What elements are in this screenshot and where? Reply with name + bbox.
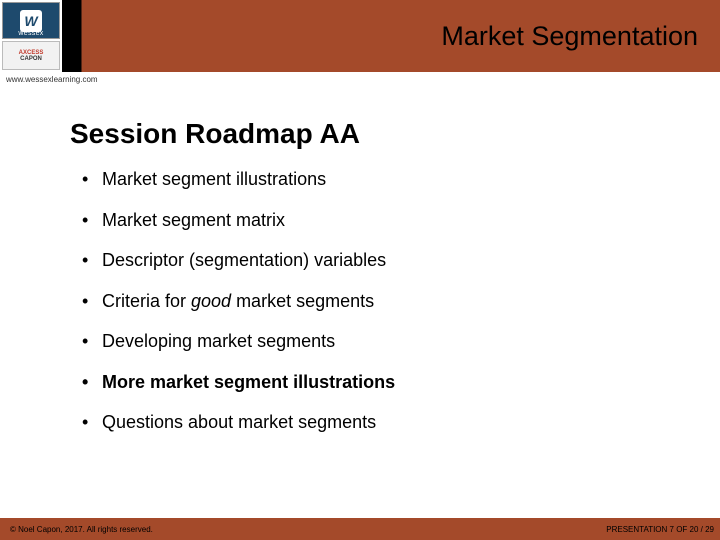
list-item: Questions about market segments	[102, 411, 650, 434]
list-item-italic: good	[191, 291, 231, 311]
wessex-logo-icon: W	[20, 10, 42, 32]
title-bar: Market Segmentation	[62, 0, 720, 72]
wessex-logo: W wessex	[2, 2, 60, 39]
copyright-text: © Noel Capon, 2017. All rights reserved.	[10, 525, 153, 534]
capon-text: CAPON	[20, 56, 42, 62]
slide: W wessex AXCESS CAPON Market Segmentatio…	[0, 0, 720, 540]
list-item: Market segment matrix	[102, 209, 650, 232]
list-item-text: market segments	[231, 291, 374, 311]
list-item: Descriptor (segmentation) variables	[102, 249, 650, 272]
list-item: More market segment illustrations	[102, 371, 650, 394]
header: W wessex AXCESS CAPON Market Segmentatio…	[0, 0, 720, 72]
footer: © Noel Capon, 2017. All rights reserved.…	[0, 518, 720, 540]
axcess-capon-logo: AXCESS CAPON	[2, 41, 60, 70]
content-area: Session Roadmap AA Market segment illust…	[0, 86, 720, 518]
logo-area: W wessex AXCESS CAPON	[0, 0, 62, 72]
list-item-text: Criteria for	[102, 291, 191, 311]
list-item: Market segment illustrations	[102, 168, 650, 191]
bullet-list: Market segment illustrations Market segm…	[70, 168, 650, 434]
url-line: www.wessexlearning.com	[0, 72, 720, 86]
list-item: Criteria for good market segments	[102, 290, 650, 313]
content-heading: Session Roadmap AA	[70, 118, 650, 150]
list-item: Developing market segments	[102, 330, 650, 353]
wessex-logo-text: wessex	[18, 30, 43, 37]
slide-title: Market Segmentation	[441, 21, 698, 52]
page-indicator: PRESENTATION 7 OF 20 / 29	[606, 525, 714, 534]
